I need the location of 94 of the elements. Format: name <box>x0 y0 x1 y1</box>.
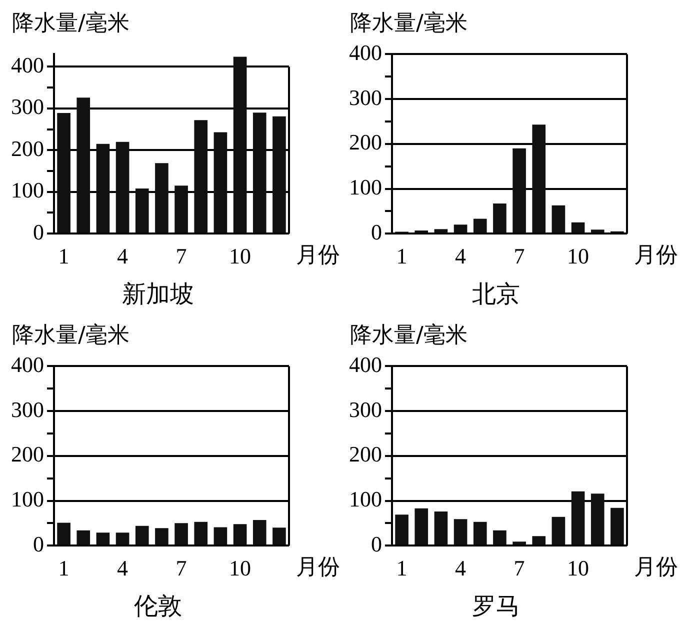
bar <box>194 522 208 545</box>
x-tick-label: 4 <box>117 556 128 581</box>
bar <box>194 120 208 233</box>
text: 伦敦 <box>133 591 183 622</box>
x-tick-label: 1 <box>396 556 408 581</box>
bar <box>155 528 168 545</box>
x-axis-title: 月份 <box>634 242 678 270</box>
x-tick-label: 4 <box>455 244 466 269</box>
bar <box>272 528 286 545</box>
y-tick-label: 300 <box>11 396 44 422</box>
x-tick-label: 10 <box>229 556 252 581</box>
text: 新加坡 <box>121 279 195 310</box>
y-tick-label: 200 <box>349 442 382 467</box>
y-tick-label: 400 <box>349 352 382 377</box>
bar <box>414 508 428 545</box>
bar <box>532 536 546 545</box>
bar <box>473 522 487 545</box>
bar <box>135 526 149 545</box>
x-tick-label: 4 <box>117 244 128 269</box>
x-axis-title: 月份 <box>296 242 340 270</box>
bar <box>57 113 70 233</box>
y-tick-label: 0 <box>33 219 44 244</box>
x-tick-label: 10 <box>567 244 590 269</box>
bar <box>96 532 110 545</box>
y-tick-label: 200 <box>11 442 44 467</box>
y-tick-label: 0 <box>371 219 382 244</box>
x-axis-title: 月份 <box>296 554 340 582</box>
bar <box>174 523 188 545</box>
y-tick-label: 300 <box>349 396 382 422</box>
y-axis-title: 降水量/毫米 <box>350 322 468 350</box>
x-tick-label: 10 <box>567 556 590 581</box>
bar <box>454 224 468 233</box>
y-axis-title: 降水量/毫米 <box>350 10 468 38</box>
bar <box>571 222 585 233</box>
y-tick-label: 0 <box>371 531 382 556</box>
bar <box>512 542 526 545</box>
y-axis-title: 降水量/毫米 <box>12 10 130 38</box>
bar <box>76 530 90 545</box>
text: 罗马 <box>471 591 521 622</box>
bar <box>493 204 506 233</box>
text: 北京 <box>471 279 521 310</box>
bar <box>414 230 428 233</box>
bar <box>552 205 566 233</box>
bar <box>454 519 468 545</box>
bar <box>233 524 247 545</box>
x-tick-label: 10 <box>229 244 252 269</box>
bar <box>252 112 266 233</box>
bar <box>473 218 487 233</box>
bar <box>155 163 168 233</box>
bar <box>76 98 90 233</box>
y-axis-title: 降水量/毫米 <box>12 322 130 350</box>
bar <box>135 188 149 233</box>
bar <box>233 56 247 233</box>
y-tick-label: 300 <box>349 84 382 110</box>
bar <box>116 142 130 233</box>
x-tick-label: 7 <box>514 556 525 581</box>
x-tick-label: 1 <box>58 556 70 581</box>
bar <box>590 230 604 233</box>
bar <box>96 144 110 233</box>
y-tick-label: 200 <box>11 136 44 161</box>
bar <box>395 514 408 545</box>
x-tick-label: 7 <box>176 556 187 581</box>
bar <box>252 520 266 545</box>
y-tick-label: 100 <box>11 486 44 512</box>
bar <box>174 186 188 233</box>
bar <box>532 124 546 233</box>
bar <box>493 530 506 545</box>
bar <box>512 148 526 233</box>
y-tick-label: 100 <box>349 174 382 200</box>
y-tick-label: 200 <box>349 130 382 155</box>
y-tick-label: 100 <box>349 486 382 512</box>
bar <box>552 516 566 545</box>
x-tick-label: 1 <box>58 244 70 269</box>
bar <box>272 116 286 233</box>
bar <box>610 508 624 545</box>
y-tick-label: 400 <box>349 40 382 65</box>
x-axis-title: 月份 <box>634 554 678 582</box>
bar <box>434 512 448 545</box>
x-tick-label: 7 <box>176 244 187 269</box>
x-tick-label: 4 <box>455 556 466 581</box>
bar <box>590 494 604 545</box>
bar <box>116 532 130 545</box>
y-tick-label: 0 <box>33 531 44 556</box>
bar <box>214 132 228 233</box>
bar <box>214 527 228 545</box>
y-tick-label: 100 <box>11 178 44 203</box>
bar <box>434 229 448 233</box>
bar <box>57 522 70 545</box>
bar <box>571 491 585 545</box>
y-tick-label: 400 <box>11 352 44 377</box>
y-tick-label: 400 <box>11 52 44 78</box>
x-tick-label: 7 <box>514 244 525 269</box>
y-tick-label: 300 <box>11 94 44 120</box>
x-tick-label: 1 <box>396 244 408 269</box>
